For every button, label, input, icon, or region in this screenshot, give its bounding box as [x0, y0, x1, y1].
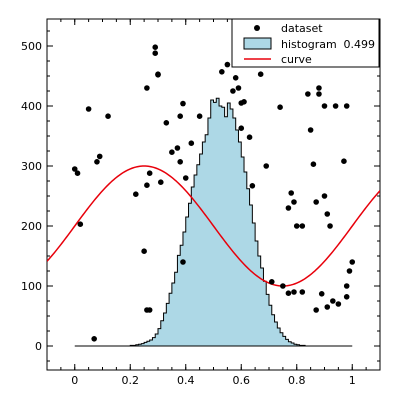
legend-dataset-label: dataset [281, 22, 323, 35]
dataset-point [177, 113, 183, 119]
x-tick-label: 0 [71, 374, 78, 387]
dataset-point [91, 336, 97, 342]
dataset-point [341, 158, 347, 164]
dataset-point [249, 183, 256, 189]
dataset-point [299, 223, 306, 229]
dataset-point [324, 304, 331, 310]
dataset-point [238, 100, 245, 106]
dataset-point [313, 307, 319, 313]
y-tick-label: 500 [21, 40, 42, 53]
dataset-point [321, 103, 328, 109]
legend-curve-label: curve [281, 53, 312, 66]
dataset-point [349, 259, 356, 265]
x-tick-label: 1 [349, 374, 356, 387]
y-tick-label: 400 [21, 100, 42, 113]
dataset-point [285, 205, 292, 211]
dataset-point [182, 175, 189, 181]
dataset-point [310, 161, 317, 167]
dataset-point [105, 113, 111, 119]
dataset-point [343, 294, 350, 300]
dataset-point [157, 179, 164, 185]
x-tick-label: 0.6 [233, 374, 251, 387]
dataset-point [74, 170, 81, 176]
dataset-series [71, 44, 356, 342]
dataset-point [285, 290, 292, 297]
dataset-point [277, 104, 283, 110]
x-tick-label: 0.4 [177, 374, 195, 387]
dataset-point [77, 221, 84, 227]
dataset-point [71, 166, 78, 172]
dataset-point [335, 301, 342, 307]
dataset-point [268, 279, 275, 285]
dataset-point [169, 149, 175, 155]
dataset-point [318, 291, 325, 297]
dataset-point [180, 259, 186, 265]
dataset-point [332, 103, 339, 109]
dataset-point [144, 182, 150, 188]
dataset-point [293, 223, 300, 229]
dataset-point [177, 159, 183, 165]
dataset-point [96, 153, 103, 160]
dataset-point [324, 211, 331, 217]
histogram-series [74, 97, 353, 347]
x-tick-label: 0.8 [288, 374, 306, 387]
curve-series [47, 165, 380, 287]
dataset-point [305, 91, 311, 97]
dataset-point [246, 134, 253, 140]
dataset-point [330, 298, 336, 304]
y-tick-label: 300 [21, 160, 42, 173]
dataset-point [299, 289, 306, 295]
dataset-point [235, 85, 242, 91]
dataset-point [313, 199, 319, 205]
dataset-point [224, 61, 231, 68]
histogram-bars [74, 97, 353, 347]
y-tick-label: 100 [21, 280, 42, 293]
dataset-point [144, 85, 150, 91]
dataset-point [133, 191, 139, 197]
dataset-point [85, 106, 92, 112]
dataset-point [180, 100, 186, 107]
dataset-point [163, 120, 170, 126]
dataset-point [141, 248, 147, 254]
dataset-point [188, 140, 195, 146]
dataset-point [146, 307, 153, 313]
legend-histogram-value: 0.499 [344, 38, 376, 51]
legend-histogram-marker [243, 37, 272, 50]
dataset-point [94, 159, 100, 165]
dataset-point [263, 163, 270, 169]
dataset-point [346, 268, 353, 274]
dataset-point [316, 85, 322, 91]
dataset-point [219, 69, 225, 75]
dataset-point [257, 71, 264, 77]
curve-line [47, 165, 380, 287]
dataset-point [291, 289, 297, 295]
dataset-point [316, 91, 322, 97]
dataset-point [174, 145, 181, 151]
dataset-point [288, 190, 295, 196]
dataset-point [343, 103, 350, 109]
dataset-point [307, 127, 314, 133]
x-tick-label: 0.2 [122, 374, 140, 387]
dataset-point [152, 44, 159, 50]
dataset-point [280, 283, 286, 289]
dataset-point [291, 199, 297, 205]
dataset-point [343, 283, 350, 289]
legend-histogram-label: histogram [281, 38, 337, 51]
legend-dataset-marker [254, 25, 260, 31]
y-tick-label: 200 [21, 220, 42, 233]
legend: dataset histogram 0.499 curve [231, 18, 380, 68]
dataset-point [196, 113, 203, 119]
dataset-point [321, 193, 328, 199]
y-tick-label: 0 [35, 340, 42, 353]
dataset-point [152, 50, 159, 56]
dataset-point [155, 71, 161, 77]
dataset-point [238, 125, 245, 131]
dataset-point [232, 75, 239, 81]
dataset-point [230, 88, 236, 94]
dataset-point [327, 223, 333, 229]
dataset-point [146, 170, 153, 176]
